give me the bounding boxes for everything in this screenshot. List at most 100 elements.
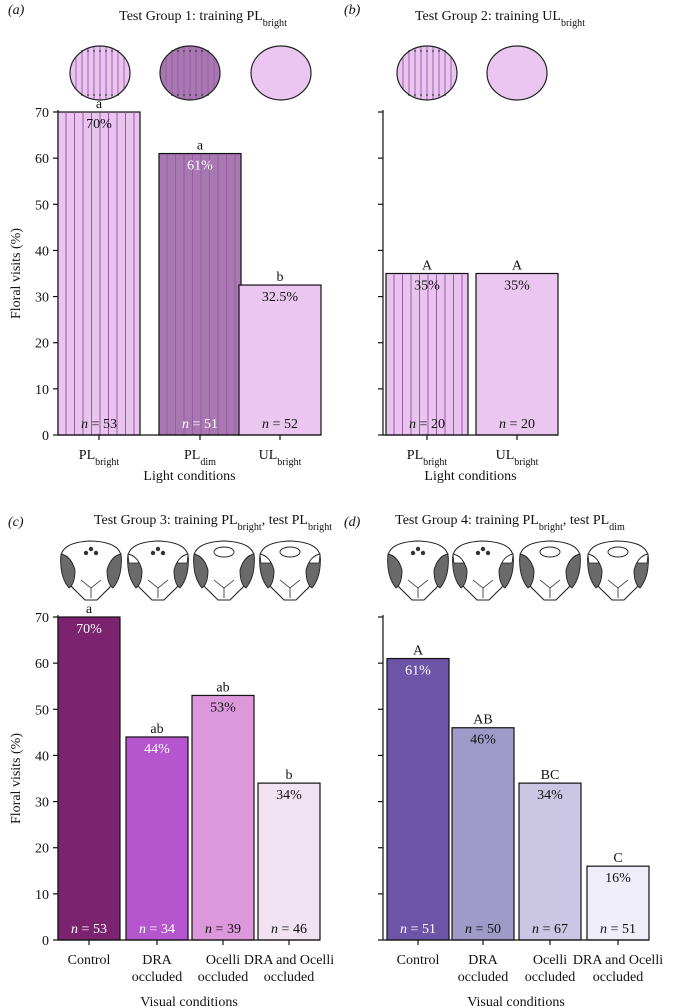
significance-letter: a (86, 602, 93, 617)
bar-n-label: n = 51 (600, 922, 636, 937)
bar-value-label: 53% (210, 700, 236, 715)
bar-value-label: 61% (405, 664, 431, 679)
x-tick-label: Control (397, 953, 440, 968)
x-tick-label: Control (68, 953, 111, 968)
y-tick-label: 60 (35, 152, 49, 167)
bee-head-icon (60, 540, 122, 601)
bar-n-label: n = 53 (81, 417, 117, 432)
significance-letter: AB (473, 713, 492, 728)
x-axis-label: Visual conditions (467, 995, 565, 1008)
bar (518, 782, 582, 941)
ul-bright-disc-icon (486, 45, 548, 101)
pl-bright-disc-icon (69, 45, 131, 101)
significance-letter: A (512, 259, 523, 274)
bar (451, 727, 515, 941)
bar (238, 284, 322, 436)
bar-value-label: 34% (276, 788, 302, 803)
x-axis-label: Light conditions (424, 469, 516, 484)
y-tick-label: 10 (35, 888, 49, 903)
x-tick-label: ULbright (496, 448, 539, 468)
y-tick-label: 40 (35, 244, 49, 259)
y-tick-label: 70 (35, 106, 49, 121)
y-tick-label: 50 (35, 703, 49, 718)
y-tick-label: 0 (42, 429, 49, 444)
y-tick-label: 20 (35, 842, 49, 857)
x-tick-label: PLbright (407, 448, 448, 468)
bar (57, 616, 121, 941)
bar-n-label: n = 52 (262, 417, 298, 432)
bar-n-label: n = 53 (71, 922, 107, 937)
bar (257, 782, 321, 941)
y-tick-label: 40 (35, 749, 49, 764)
x-axis-label: Light conditions (143, 469, 235, 484)
y-axis-label: Floral visits (%) (9, 733, 24, 824)
x-axis-label: Visual conditions (140, 995, 238, 1008)
bar-n-label: n = 51 (400, 922, 436, 937)
bar (125, 736, 189, 941)
bar-value-label: 70% (86, 117, 112, 132)
x-tick-label: occluded (264, 970, 315, 985)
bar (475, 272, 559, 436)
bar (57, 111, 141, 436)
x-tick-label: occluded (132, 970, 183, 985)
significance-letter: BC (541, 768, 560, 783)
bar-n-label: n = 50 (465, 922, 501, 937)
significance-letter: ab (216, 680, 229, 695)
ul-bright-disc-icon (250, 45, 312, 101)
x-tick-label: PLdim (184, 448, 216, 468)
y-axis-label: Floral visits (%) (9, 228, 24, 319)
x-tick-label: DRA (142, 953, 172, 968)
significance-letter: b (277, 270, 284, 285)
bar-value-label: 35% (414, 279, 440, 294)
significance-letter: A (422, 259, 433, 274)
x-tick-label: ULbright (259, 448, 302, 468)
x-tick-label: DRA and Ocelli (244, 953, 334, 968)
bee-head-icon (519, 540, 581, 601)
x-tick-label: DRA and Ocelli (573, 953, 663, 968)
y-tick-label: 70 (35, 611, 49, 626)
bar-n-label: n = 20 (499, 417, 535, 432)
bar (385, 272, 469, 436)
significance-letter: a (197, 139, 204, 154)
bar-value-label: 46% (470, 733, 496, 748)
bar-n-label: n = 67 (532, 922, 568, 937)
x-tick-label: occluded (525, 970, 576, 985)
significance-letter: ab (150, 722, 163, 737)
chart-panel-2: (b) Test Group 2: training ULbright A 35% n … (344, 3, 585, 484)
y-tick-label: 50 (35, 198, 49, 213)
panel-label: (b) (344, 3, 361, 18)
chart-panel-3: (c) Test Group 3: training PLbright, test… (8, 513, 334, 1008)
bar-value-label: 34% (537, 788, 563, 803)
chart-title: Test Group 4: training PLbright, test PL… (395, 513, 625, 533)
x-tick-label: occluded (198, 970, 249, 985)
x-tick-label: occluded (593, 970, 644, 985)
chart-title: Test Group 3: training PLbright, test PL… (94, 513, 332, 533)
bar-value-label: 70% (76, 622, 102, 637)
x-tick-label: occluded (458, 970, 509, 985)
significance-letter: a (96, 97, 103, 112)
chart-title: Test Group 2: training ULbright (415, 9, 585, 29)
bee-head-icon (193, 540, 255, 601)
bar-n-label: n = 46 (271, 922, 307, 937)
y-tick-label: 30 (35, 291, 49, 306)
y-tick-label: 60 (35, 657, 49, 672)
x-tick-label: PLbright (79, 448, 120, 468)
bar-value-label: 32.5% (262, 290, 299, 305)
pl-dim-disc-icon (159, 45, 221, 101)
bar-n-label: n = 34 (139, 922, 175, 937)
bar (158, 152, 242, 436)
x-tick-label: DRA (468, 953, 498, 968)
bar-n-label: n = 51 (182, 417, 218, 432)
bar-value-label: 44% (144, 742, 170, 757)
bee-head-icon (387, 540, 449, 601)
bar-n-label: n = 39 (205, 922, 241, 937)
significance-letter: C (613, 851, 622, 866)
significance-letter: b (286, 768, 293, 783)
panel-label: (d) (344, 515, 361, 530)
y-tick-label: 0 (42, 934, 49, 949)
bar (386, 657, 450, 941)
chart-panel-1: (a) Test Group 1: training PLbright 0 10 20 3… (8, 3, 322, 484)
bee-head-icon (127, 540, 189, 601)
bar-n-label: n = 20 (409, 417, 445, 432)
x-tick-label: Ocelli (206, 953, 240, 968)
